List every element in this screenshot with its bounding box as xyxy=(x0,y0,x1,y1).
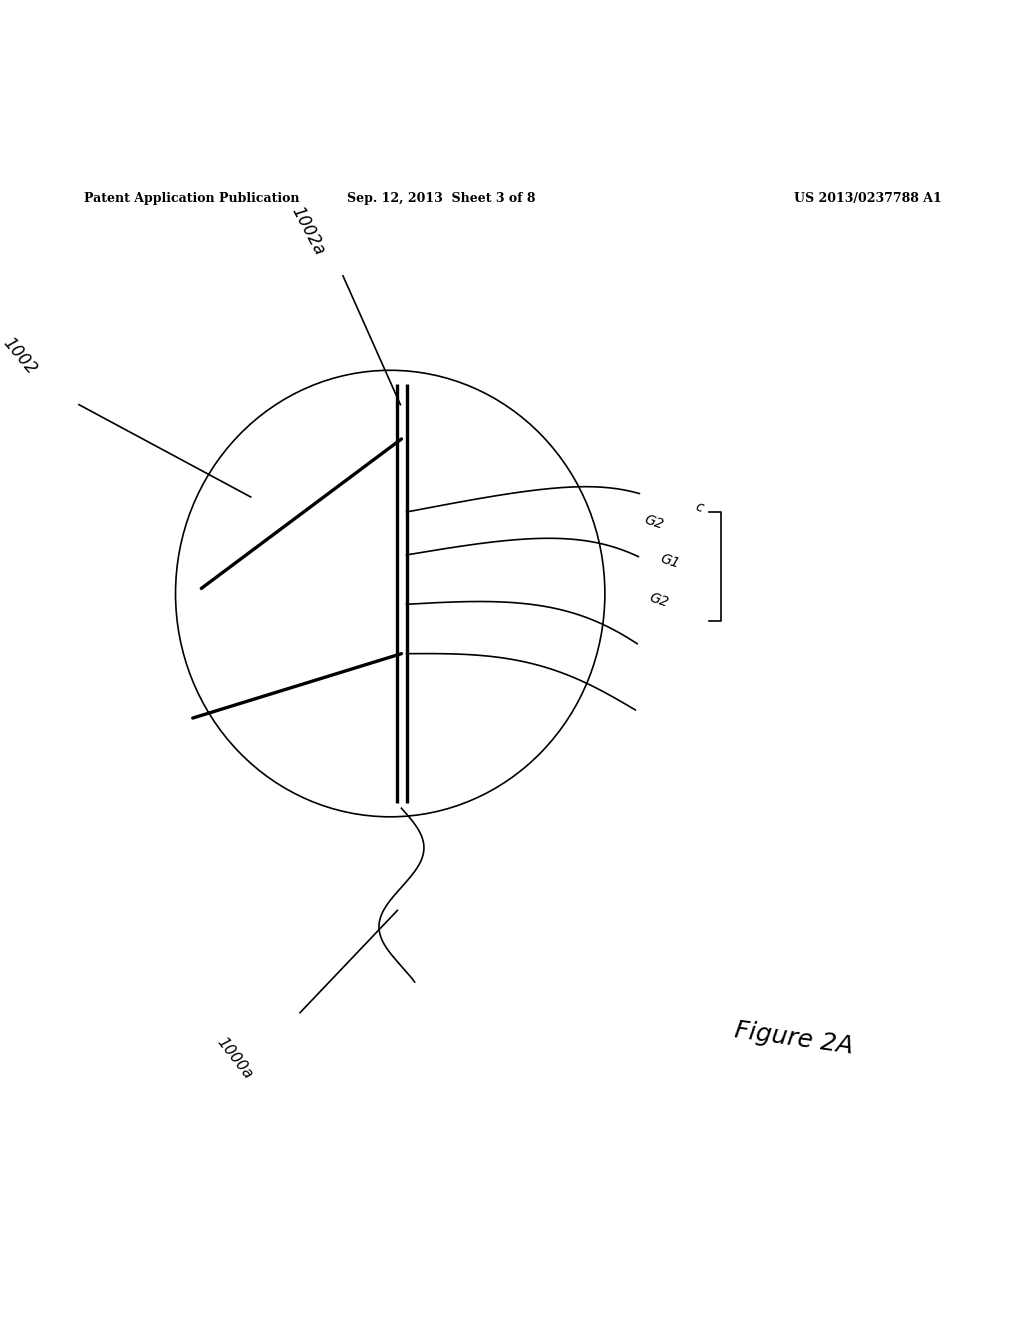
Text: Patent Application Publication: Patent Application Publication xyxy=(84,191,299,205)
Text: G1: G1 xyxy=(658,552,681,570)
Text: G2: G2 xyxy=(648,590,671,610)
Text: 1000a: 1000a xyxy=(214,1035,256,1082)
Text: Figure 2A: Figure 2A xyxy=(732,1018,855,1059)
Text: 1002: 1002 xyxy=(0,334,41,379)
Text: 1002a: 1002a xyxy=(287,203,328,259)
Text: US 2013/0237788 A1: US 2013/0237788 A1 xyxy=(795,191,942,205)
Text: Sep. 12, 2013  Sheet 3 of 8: Sep. 12, 2013 Sheet 3 of 8 xyxy=(347,191,536,205)
Text: c: c xyxy=(694,499,706,515)
Text: G2: G2 xyxy=(643,512,666,532)
